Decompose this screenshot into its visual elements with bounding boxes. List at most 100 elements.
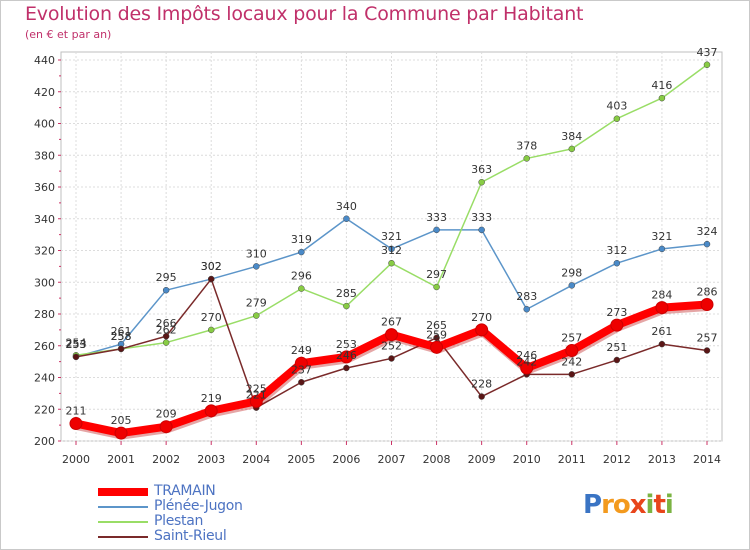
x-tick-label: 2006 bbox=[332, 453, 360, 466]
legend-swatch bbox=[98, 488, 148, 496]
data-point bbox=[253, 263, 260, 270]
data-point bbox=[162, 339, 170, 346]
y-tick-label: 420 bbox=[34, 86, 55, 99]
x-tick-label: 2011 bbox=[558, 453, 586, 466]
x-tick-label: 2012 bbox=[603, 453, 631, 466]
x-tick-label: 2010 bbox=[513, 453, 541, 466]
y-tick-label: 260 bbox=[34, 340, 55, 353]
data-point bbox=[430, 340, 444, 354]
x-tick-label: 2007 bbox=[378, 453, 406, 466]
data-point bbox=[475, 323, 489, 337]
data-label: 333 bbox=[471, 211, 492, 224]
chart-title: Evolution des Impôts locaux pour la Comm… bbox=[25, 3, 584, 25]
data-point bbox=[433, 283, 440, 291]
data-point bbox=[478, 178, 485, 186]
data-label: 209 bbox=[156, 408, 177, 421]
legend-item: Plestan bbox=[98, 513, 318, 530]
logo-letter: P bbox=[583, 490, 602, 520]
data-label: 416 bbox=[651, 79, 672, 92]
data-label: 324 bbox=[697, 225, 718, 238]
data-label: 251 bbox=[606, 341, 627, 354]
legend-swatch bbox=[98, 506, 148, 508]
data-point bbox=[294, 356, 308, 370]
legend-item: Saint-Rieul bbox=[98, 528, 318, 545]
data-label: 253 bbox=[66, 338, 87, 351]
data-point bbox=[117, 345, 125, 353]
data-label: 211 bbox=[66, 405, 87, 418]
data-label: 242 bbox=[516, 355, 537, 368]
legend-label: Plestan bbox=[154, 513, 204, 529]
data-label: 312 bbox=[606, 244, 627, 257]
data-label: 279 bbox=[246, 297, 267, 310]
logo-letter: i bbox=[645, 490, 655, 520]
data-label: 363 bbox=[471, 163, 492, 176]
data-label: 321 bbox=[651, 230, 672, 243]
data-label: 283 bbox=[516, 290, 537, 303]
data-point bbox=[478, 226, 485, 234]
data-point bbox=[703, 240, 711, 248]
data-point bbox=[520, 361, 534, 375]
data-label: 378 bbox=[516, 139, 537, 152]
data-label: 267 bbox=[381, 316, 402, 329]
x-tick-label: 2001 bbox=[107, 453, 135, 466]
data-label: 297 bbox=[426, 268, 447, 281]
logo-letter: i bbox=[664, 490, 674, 520]
legend-label: TRAMAIN bbox=[154, 483, 216, 499]
data-point bbox=[298, 285, 305, 292]
data-point bbox=[565, 344, 579, 358]
data-point bbox=[114, 426, 128, 440]
y-tick-label: 300 bbox=[34, 276, 55, 289]
data-point bbox=[703, 61, 711, 69]
legend-swatch bbox=[98, 536, 148, 538]
x-tick-label: 2009 bbox=[468, 453, 496, 466]
data-point bbox=[253, 312, 260, 319]
legend-item: Plénée-Jugon bbox=[98, 498, 318, 515]
data-point bbox=[343, 364, 350, 372]
x-tick-label: 2005 bbox=[287, 453, 315, 466]
data-label: 258 bbox=[111, 330, 132, 343]
logo-letter: t bbox=[653, 490, 665, 520]
data-point bbox=[343, 215, 350, 222]
data-point bbox=[69, 417, 83, 431]
data-label: 333 bbox=[426, 211, 447, 224]
data-point bbox=[568, 371, 576, 378]
y-tick-label: 400 bbox=[34, 118, 55, 131]
data-label: 225 bbox=[246, 382, 267, 395]
y-tick-label: 200 bbox=[34, 435, 55, 448]
data-label: 253 bbox=[66, 338, 87, 351]
data-point bbox=[339, 350, 353, 364]
data-point bbox=[523, 155, 530, 162]
data-point bbox=[613, 115, 621, 122]
data-label: 298 bbox=[561, 266, 582, 279]
y-tick-label: 440 bbox=[34, 54, 55, 67]
data-label: 259 bbox=[426, 328, 447, 341]
data-label: 270 bbox=[471, 311, 492, 324]
data-label: 258 bbox=[111, 330, 132, 343]
data-label: 266 bbox=[156, 317, 177, 330]
data-label: 321 bbox=[381, 230, 402, 243]
data-label: 262 bbox=[156, 324, 177, 337]
data-point bbox=[388, 259, 395, 267]
data-label: 237 bbox=[291, 363, 312, 376]
data-label: 219 bbox=[201, 392, 222, 405]
logo-letter: x bbox=[629, 490, 647, 520]
data-point bbox=[610, 318, 624, 332]
x-tick-label: 2004 bbox=[242, 453, 270, 466]
data-label: 284 bbox=[651, 289, 672, 302]
data-point bbox=[385, 328, 398, 342]
data-point bbox=[159, 420, 173, 434]
data-point bbox=[207, 326, 215, 334]
data-point bbox=[343, 302, 350, 310]
data-label: 295 bbox=[156, 271, 177, 284]
y-tick-label: 240 bbox=[34, 372, 55, 385]
data-label: 286 bbox=[697, 285, 718, 298]
data-label: 285 bbox=[336, 287, 357, 300]
data-point bbox=[658, 94, 666, 102]
data-label: 257 bbox=[697, 332, 718, 345]
chart-subtitle: (en € et par an) bbox=[25, 28, 112, 41]
data-point bbox=[298, 248, 305, 256]
legend-item: TRAMAIN bbox=[98, 483, 318, 500]
data-point bbox=[655, 301, 669, 315]
y-tick-label: 360 bbox=[34, 181, 55, 194]
data-label: 249 bbox=[291, 344, 312, 357]
